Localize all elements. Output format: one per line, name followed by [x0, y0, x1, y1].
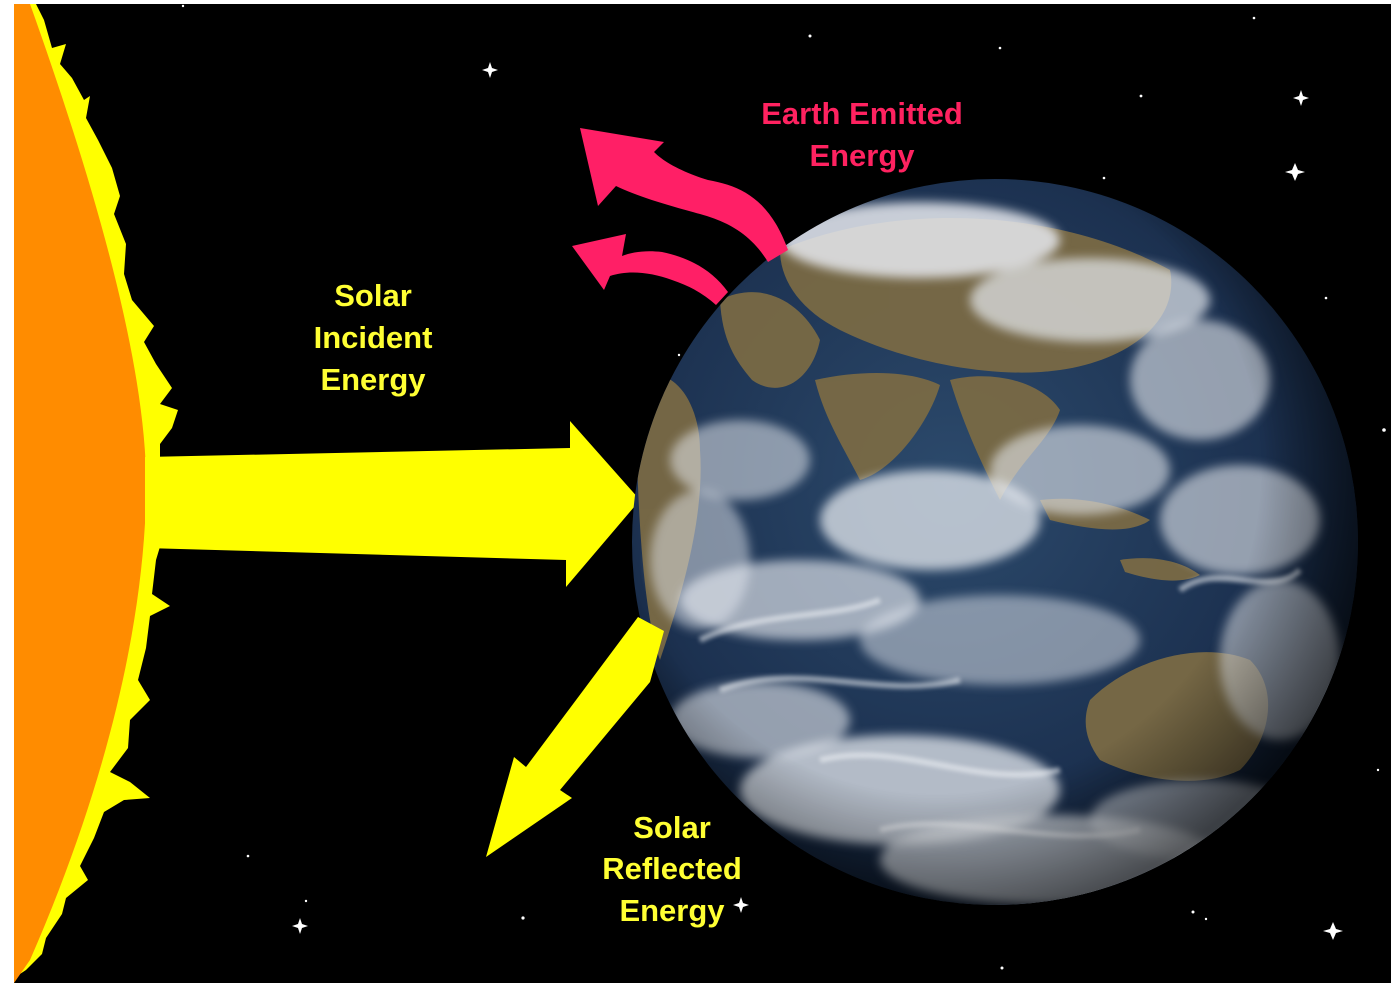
solar-reflected-label: Solar Reflected Energy	[602, 810, 742, 928]
star-icon	[1191, 910, 1195, 914]
solar-incident-arrow	[145, 421, 640, 587]
star-icon	[1000, 966, 1004, 970]
star-icon	[1139, 94, 1143, 98]
earth-globe-icon	[632, 179, 1358, 905]
solar-incident-label-line-1: Solar	[334, 278, 412, 313]
earth-emitted-label-line-2: Energy	[809, 138, 915, 173]
earth-emitted-arrows	[572, 128, 788, 305]
star-icon	[1376, 768, 1380, 772]
star-icon	[304, 899, 308, 903]
star-icon	[733, 897, 749, 913]
star-icon	[998, 46, 1002, 50]
solar-reflected-label-line-1: Solar	[633, 810, 711, 845]
solar-incident-label: Solar Incident Energy	[314, 278, 433, 397]
solar-reflected-arrow	[486, 617, 664, 857]
star-icon	[1324, 296, 1328, 300]
star-icon	[246, 854, 250, 858]
solar-incident-label-line-3: Energy	[320, 362, 426, 397]
star-icon	[677, 353, 681, 357]
star-icon	[1252, 16, 1256, 20]
solar-reflected-label-line-2: Reflected	[602, 851, 742, 886]
star-icon	[1102, 176, 1106, 180]
star-icon	[1204, 917, 1208, 921]
emitted-arrow-upper	[580, 128, 788, 262]
star-icon	[808, 34, 812, 38]
emitted-arrow-lower	[572, 234, 728, 305]
solar-reflected-label-line-3: Energy	[619, 893, 725, 928]
star-icon	[1323, 922, 1343, 940]
star-icon	[1382, 428, 1386, 432]
star-icon	[181, 4, 185, 8]
sun-body	[14, 4, 147, 983]
star-icon	[521, 916, 525, 920]
sun-icon	[14, 4, 178, 983]
star-icon	[482, 62, 498, 78]
star-field	[181, 4, 1386, 970]
earth-emitted-label: Earth Emitted Energy	[761, 96, 963, 173]
star-icon	[1293, 90, 1309, 106]
earth-emitted-label-line-1: Earth Emitted	[761, 96, 963, 131]
solar-incident-label-line-2: Incident	[314, 320, 433, 355]
star-icon	[292, 918, 308, 934]
star-icon	[1285, 163, 1305, 181]
